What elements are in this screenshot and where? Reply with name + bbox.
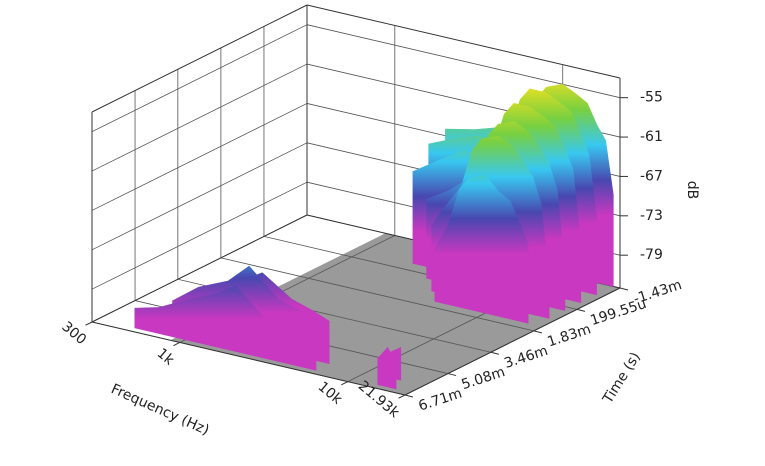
tick-mark — [576, 308, 586, 312]
surface-slice — [134, 285, 317, 371]
y-tick-label: 5.08m — [460, 364, 508, 393]
axis-edge — [91, 321, 406, 396]
tick-mark — [533, 330, 543, 334]
z-tick-label: -73 — [640, 208, 663, 224]
y-tick-label: 199.55u — [588, 296, 648, 329]
axis-edge — [306, 4, 621, 79]
axis-edge — [91, 4, 308, 113]
grid-line — [91, 142, 308, 251]
z-tick-label: -55 — [640, 90, 663, 106]
x-tick-label: 10k — [315, 379, 346, 408]
y-axis-title: Time (s) — [600, 350, 644, 408]
tick-mark — [447, 373, 457, 377]
grid-line — [91, 63, 308, 172]
tick-mark — [619, 287, 629, 291]
z-tick-label: -67 — [640, 168, 663, 184]
y-tick-label: 1.83m — [545, 321, 593, 350]
y-tick-label: 3.46m — [502, 343, 550, 372]
grid-line — [91, 103, 308, 211]
x-tick-label: 1k — [154, 345, 178, 369]
y-tick-label: 6.71m — [417, 386, 465, 415]
z-tick-label: -79 — [640, 247, 663, 263]
tick-mark — [341, 381, 348, 386]
grid-line — [91, 24, 308, 133]
tick-mark — [490, 351, 499, 355]
tick-mark — [85, 321, 93, 326]
grid-line — [306, 24, 621, 99]
x-tick-label: 300 — [58, 319, 89, 348]
axis-edge — [91, 214, 308, 323]
z-tick-label: -61 — [640, 129, 663, 145]
tick-mark — [404, 394, 414, 398]
tick-mark — [398, 394, 406, 399]
axis-edge — [404, 287, 621, 396]
z-axis-title: dB — [684, 181, 700, 200]
grid-line — [220, 257, 534, 332]
surface-slice — [434, 174, 529, 324]
x-axis-title: Frequency (Hz) — [109, 381, 212, 439]
surface-slice — [377, 346, 397, 390]
grid-line — [91, 181, 308, 290]
tick-mark — [173, 342, 181, 347]
